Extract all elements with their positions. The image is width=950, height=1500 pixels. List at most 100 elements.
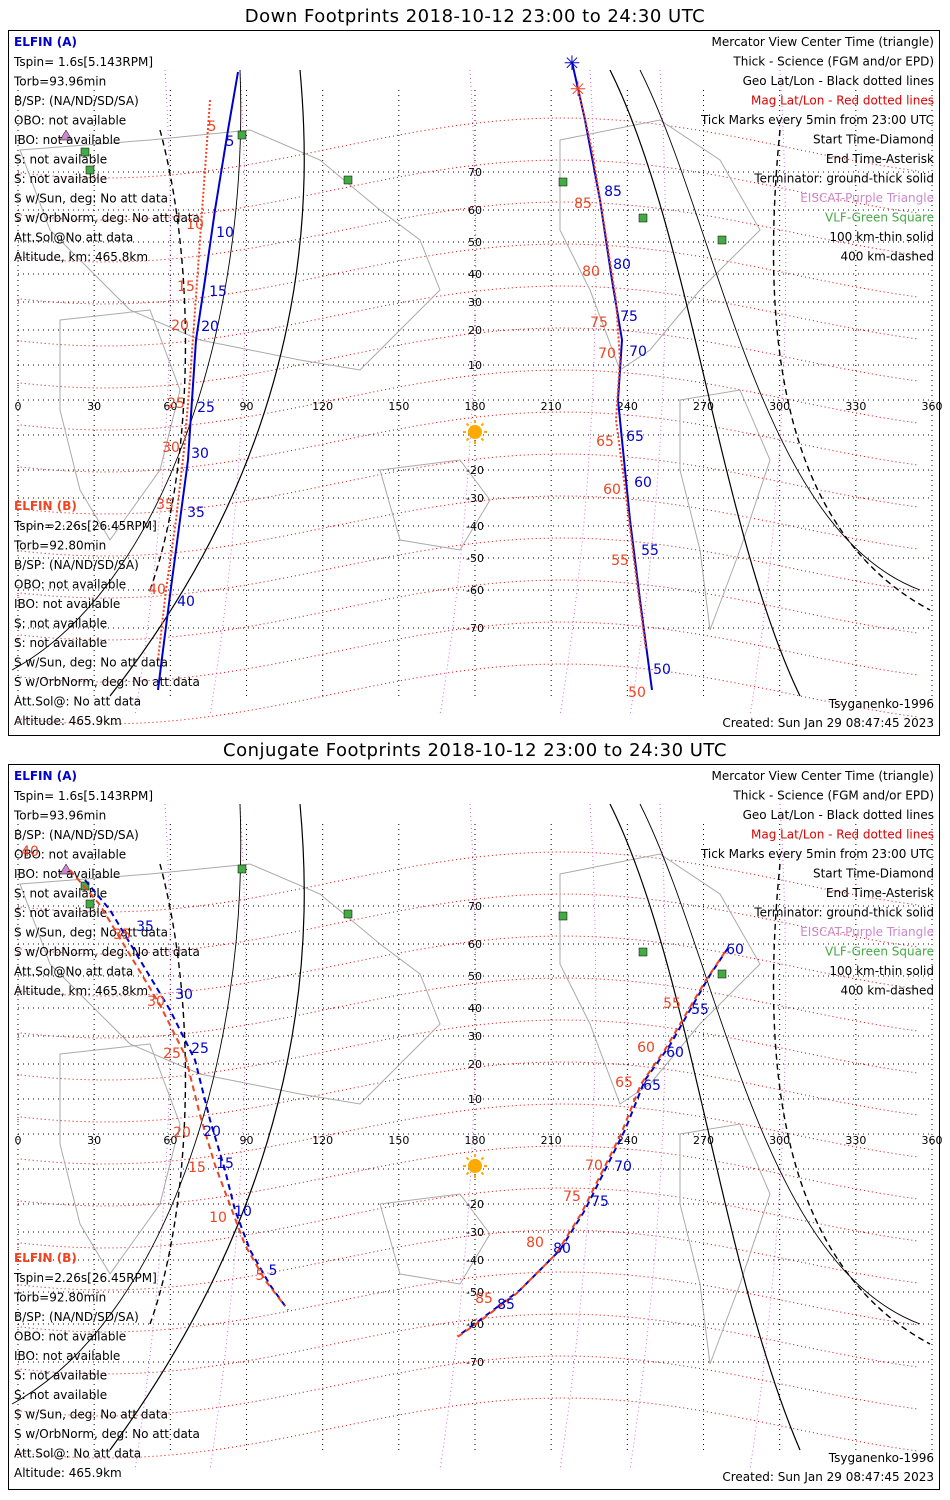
legend-line: VLF-Green Square	[825, 945, 934, 959]
mag-meridian-line	[559, 69, 597, 717]
lat-label: -50	[466, 1286, 484, 1299]
vlf-station-marker	[558, 911, 568, 921]
lat-label: -40	[466, 520, 484, 533]
elfin-a-info-line: Tspin= 1.6s[5.143RPM]	[13, 789, 153, 803]
elfin-b-info-line: B/SP: (NA/ND/SD/SA)	[14, 558, 139, 572]
elfin-b-info-line: S w/OrbNorm, deg: No att data	[14, 675, 200, 689]
legend-line: Tick Marks every 5min from 23:00 UTC	[700, 847, 934, 861]
mag-meridian-line	[629, 69, 667, 717]
map-frame-down	[8, 30, 940, 736]
elfin-a-tick-label: 35	[187, 505, 205, 521]
terminator-line	[109, 803, 305, 1451]
elfin-a-tick-label: 30	[175, 987, 193, 1003]
continent-outline	[19, 863, 441, 1105]
mag-meridian-line	[209, 69, 247, 717]
panel-title-down: Down Footprints 2018-10-12 23:00 to 24:3…	[244, 6, 706, 27]
lat-label: 10	[468, 359, 482, 372]
sun-ray	[480, 1171, 485, 1176]
elfin-b-info-line: IBO: not available	[14, 597, 120, 611]
elfin-a-info-line: S w/OrbNorm, deg: No att data	[14, 211, 200, 225]
mag-meridian-line	[559, 803, 597, 1471]
sun-ray	[465, 422, 470, 427]
lon-label: 150	[388, 1134, 409, 1147]
lat-label: 40	[468, 268, 482, 281]
lon-label: 30	[87, 1134, 101, 1147]
lon-label: 360	[922, 1134, 943, 1147]
elfin-a-info-line: S: not available	[14, 153, 107, 167]
elfin-a-tick-label: 55	[691, 1002, 709, 1018]
terminator-400km-line	[772, 863, 931, 1345]
elfin-a-tick-label: 35	[136, 919, 154, 935]
elfin-b-tick-label: 35	[113, 927, 131, 943]
elfin-b-info-line: Tspin=2.26s[26.45RPM]	[13, 1271, 157, 1285]
elfin-a-tick-label: 75	[620, 309, 638, 325]
legend-line: Mag Lat/Lon - Red dotted lines	[751, 94, 934, 108]
lon-label: 120	[312, 400, 333, 413]
legend-line: 400 km-dashed	[840, 250, 934, 264]
continent-outline	[379, 1193, 491, 1285]
vlf-station-marker	[343, 909, 353, 919]
lon-label: 300	[769, 1134, 790, 1147]
footer-created: Created: Sun Jan 29 08:47:45 2023	[722, 716, 934, 730]
lon-label: 210	[541, 400, 562, 413]
mag-grid-line	[17, 663, 919, 725]
legend-line: VLF-Green Square	[825, 211, 934, 225]
elfin-b-tick-label: 85	[574, 196, 592, 212]
mag-grid-line	[17, 1187, 919, 1249]
lat-label: -40	[466, 1254, 484, 1267]
elfin-a-info-line: B/SP: (NA/ND/SD/SA)	[14, 828, 139, 842]
elfin-a-tick-label: 20	[201, 319, 219, 335]
lon-label: 270	[693, 400, 714, 413]
elfin-b-tick-label: 35	[156, 497, 174, 513]
elfin-b-info-line: S w/OrbNorm, deg: No att data	[14, 1427, 200, 1441]
vlf-station-marker	[638, 947, 648, 957]
lat-label: -70	[466, 622, 484, 635]
elfin-a-info-line: Altitude, km: 465.8km	[14, 250, 148, 264]
mag-grid-line	[17, 1019, 919, 1081]
vlf-station-marker	[85, 899, 95, 909]
terminator-100km-line	[11, 69, 242, 671]
lat-label: 20	[468, 324, 482, 337]
terminator-400km-line	[772, 129, 931, 611]
elfin-b-tick-label: 25	[163, 1046, 181, 1062]
legend-line: End Time-Asterisk	[826, 886, 934, 900]
lon-label: 0	[15, 1134, 22, 1147]
elfin-b-info-line: Altitude: 465.9km	[14, 1466, 122, 1480]
elfin-a-tick-label: 40	[177, 594, 195, 610]
lon-label: 180	[465, 400, 486, 413]
elfin-a-track	[457, 947, 729, 1337]
lon-label: 300	[769, 400, 790, 413]
elfin-a-tick-label: 30	[191, 446, 209, 462]
elfin-a-info-line: OBO: not available	[14, 114, 126, 128]
elfin-b-info-line: Torb=92.80min	[13, 539, 106, 553]
mag-meridian-line	[749, 69, 787, 717]
vlf-station-marker	[343, 175, 353, 185]
lon-label: 210	[541, 1134, 562, 1147]
legend-line: 100 km-thin solid	[829, 230, 934, 244]
elfin-b-tick-label: 70	[585, 1158, 603, 1174]
lat-label: 60	[468, 938, 482, 951]
elfin-a-tick-label: 60	[666, 1045, 684, 1061]
vlf-station-marker	[558, 177, 568, 187]
elfin-b-header: ELFIN (B)	[14, 1251, 77, 1265]
continent-outline	[379, 459, 491, 551]
mag-meridian-line	[134, 803, 172, 1471]
legend-line: 100 km-thin solid	[829, 964, 934, 978]
terminator-line	[609, 803, 801, 1451]
elfin-b-tick-label: 60	[637, 1040, 655, 1056]
lon-label: 90	[240, 400, 254, 413]
mag-meridian-line	[629, 803, 667, 1471]
lat-label: -30	[466, 492, 484, 505]
elfin-a-info-line: Att.Sol@No att data	[14, 231, 133, 245]
lat-label: 30	[468, 296, 482, 309]
elfin-b-info-line: B/SP: (NA/ND/SD/SA)	[14, 1310, 139, 1324]
elfin-a-tick-label: 75	[591, 1194, 609, 1210]
elfin-a-info-line: IBO: not available	[14, 133, 120, 147]
lat-label: -20	[466, 464, 484, 477]
elfin-a-tick-label: 65	[643, 1078, 661, 1094]
elfin-b-tick-label: 5	[256, 1268, 265, 1284]
elfin-a-info-line: Att.Sol@No att data	[14, 965, 133, 979]
vlf-station-marker	[237, 130, 247, 140]
mag-meridian-line	[439, 69, 477, 717]
